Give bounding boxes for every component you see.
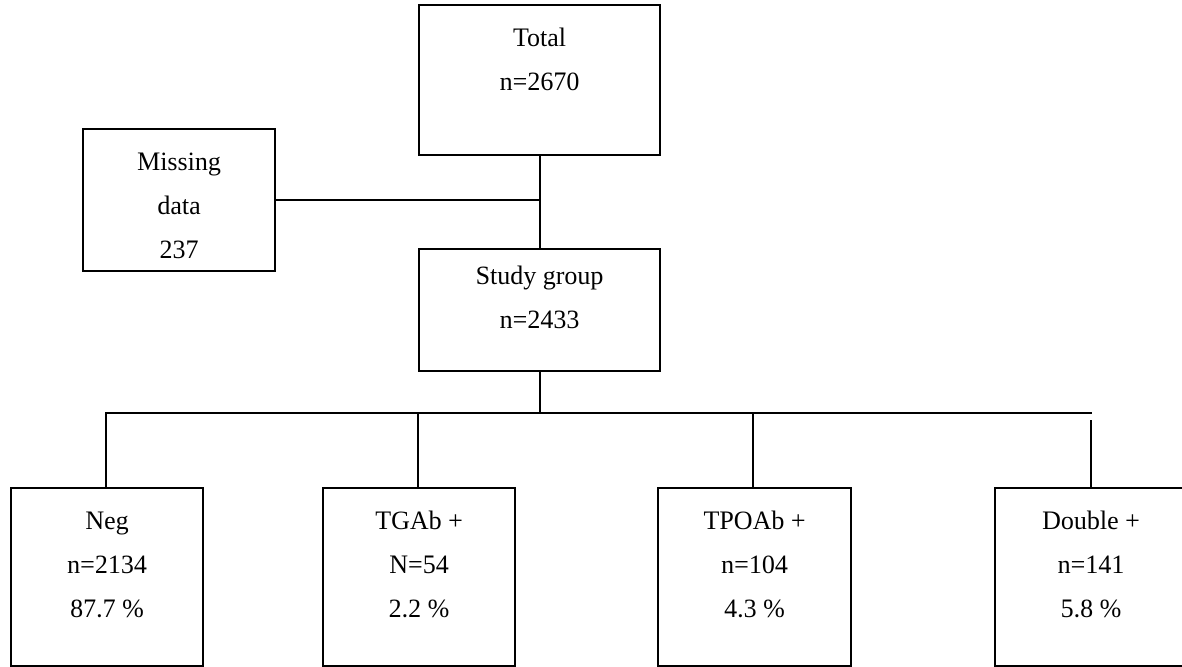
study-group-box: Study group n=2433 <box>418 248 661 372</box>
tpoab-label: TPOAb + <box>703 506 806 535</box>
connector-branch-to-double <box>1090 420 1092 488</box>
double-count: n=141 <box>1057 550 1125 579</box>
study-group-label: Study group <box>475 261 604 290</box>
tpoab-box: TPOAb + n=104 4.3 % <box>657 487 852 667</box>
missing-box-bottom-edge <box>82 270 276 272</box>
branch-bar <box>105 412 1092 414</box>
study-group-count: n=2433 <box>499 305 580 334</box>
connector-branch-to-tgab <box>417 414 419 488</box>
total-label: Total <box>512 23 567 52</box>
total-count: n=2670 <box>499 67 580 96</box>
connector-study-to-branch <box>539 371 541 414</box>
neg-box: Neg n=2134 87.7 % <box>10 487 204 667</box>
tpoab-percent: 4.3 % <box>724 594 785 623</box>
connector-total-to-study <box>539 154 541 250</box>
tgab-box: TGAb + N=54 2.2 % <box>322 487 516 667</box>
connector-branch-to-neg <box>105 412 107 488</box>
connector-branch-to-tpoab <box>752 414 754 488</box>
double-box: Double + n=141 5.8 % <box>994 487 1182 667</box>
double-percent: 5.8 % <box>1060 594 1122 623</box>
tpoab-count: n=104 <box>721 550 788 579</box>
missing-count: 237 <box>159 235 199 264</box>
neg-percent: 87.7 % <box>70 594 144 623</box>
tgab-count: N=54 <box>389 550 449 579</box>
missing-data-box: Missing data 237 <box>82 128 276 272</box>
missing-label-line1: Missing <box>137 147 221 176</box>
neg-label: Neg <box>85 506 129 535</box>
total-box: Total n=2670 <box>418 4 661 156</box>
connector-missing-to-trunk <box>275 199 541 201</box>
missing-label-line2: data <box>157 191 201 220</box>
double-label: Double + <box>1042 506 1140 535</box>
tgab-label: TGAb + <box>375 506 463 535</box>
neg-count: n=2134 <box>67 550 147 579</box>
tgab-percent: 2.2 % <box>388 594 450 623</box>
